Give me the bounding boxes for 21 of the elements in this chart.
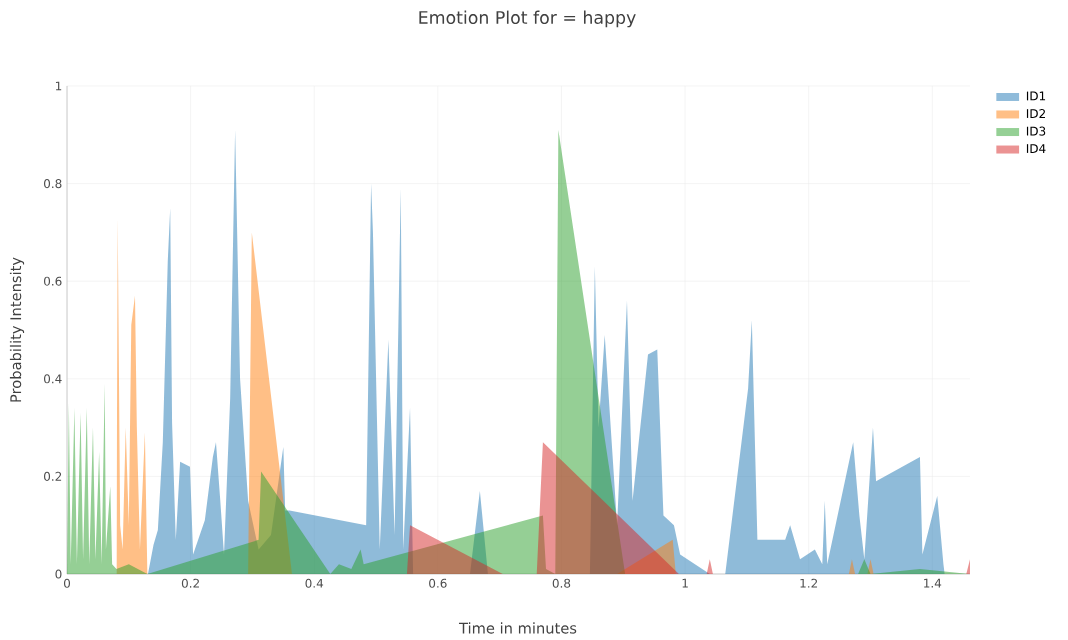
y-tick-label: 0.8	[44, 179, 62, 189]
y-tick-label: 0	[55, 569, 62, 579]
legend-label: ID2	[1026, 109, 1045, 118]
x-tick-label: 1.2	[800, 578, 818, 588]
x-tick-label: 1	[682, 578, 688, 588]
y-tick-label: 0.2	[44, 471, 62, 481]
y-tick-label: 1	[55, 81, 62, 91]
x-tick-label: 0.4	[305, 578, 324, 588]
x-tick-label: 0.8	[552, 578, 571, 588]
legend-label: ID1	[1026, 91, 1046, 101]
legend-label: ID4	[1026, 144, 1046, 153]
y-tick-label: 0.4	[44, 374, 62, 384]
x-tick-label: 0.2	[181, 578, 199, 588]
x-axis-title: Time in minutes	[458, 622, 577, 634]
x-tick-label: 1.4	[924, 578, 942, 588]
y-tick-label: 0.6	[44, 276, 62, 286]
x-tick-label: 0.6	[429, 578, 447, 588]
x-tick-label: 0	[63, 578, 71, 588]
y-axis-title: Probability Intensity	[9, 257, 25, 402]
legend-label: ID3	[1026, 126, 1046, 136]
chart-title: Emotion Plot for = happy	[419, 10, 636, 28]
